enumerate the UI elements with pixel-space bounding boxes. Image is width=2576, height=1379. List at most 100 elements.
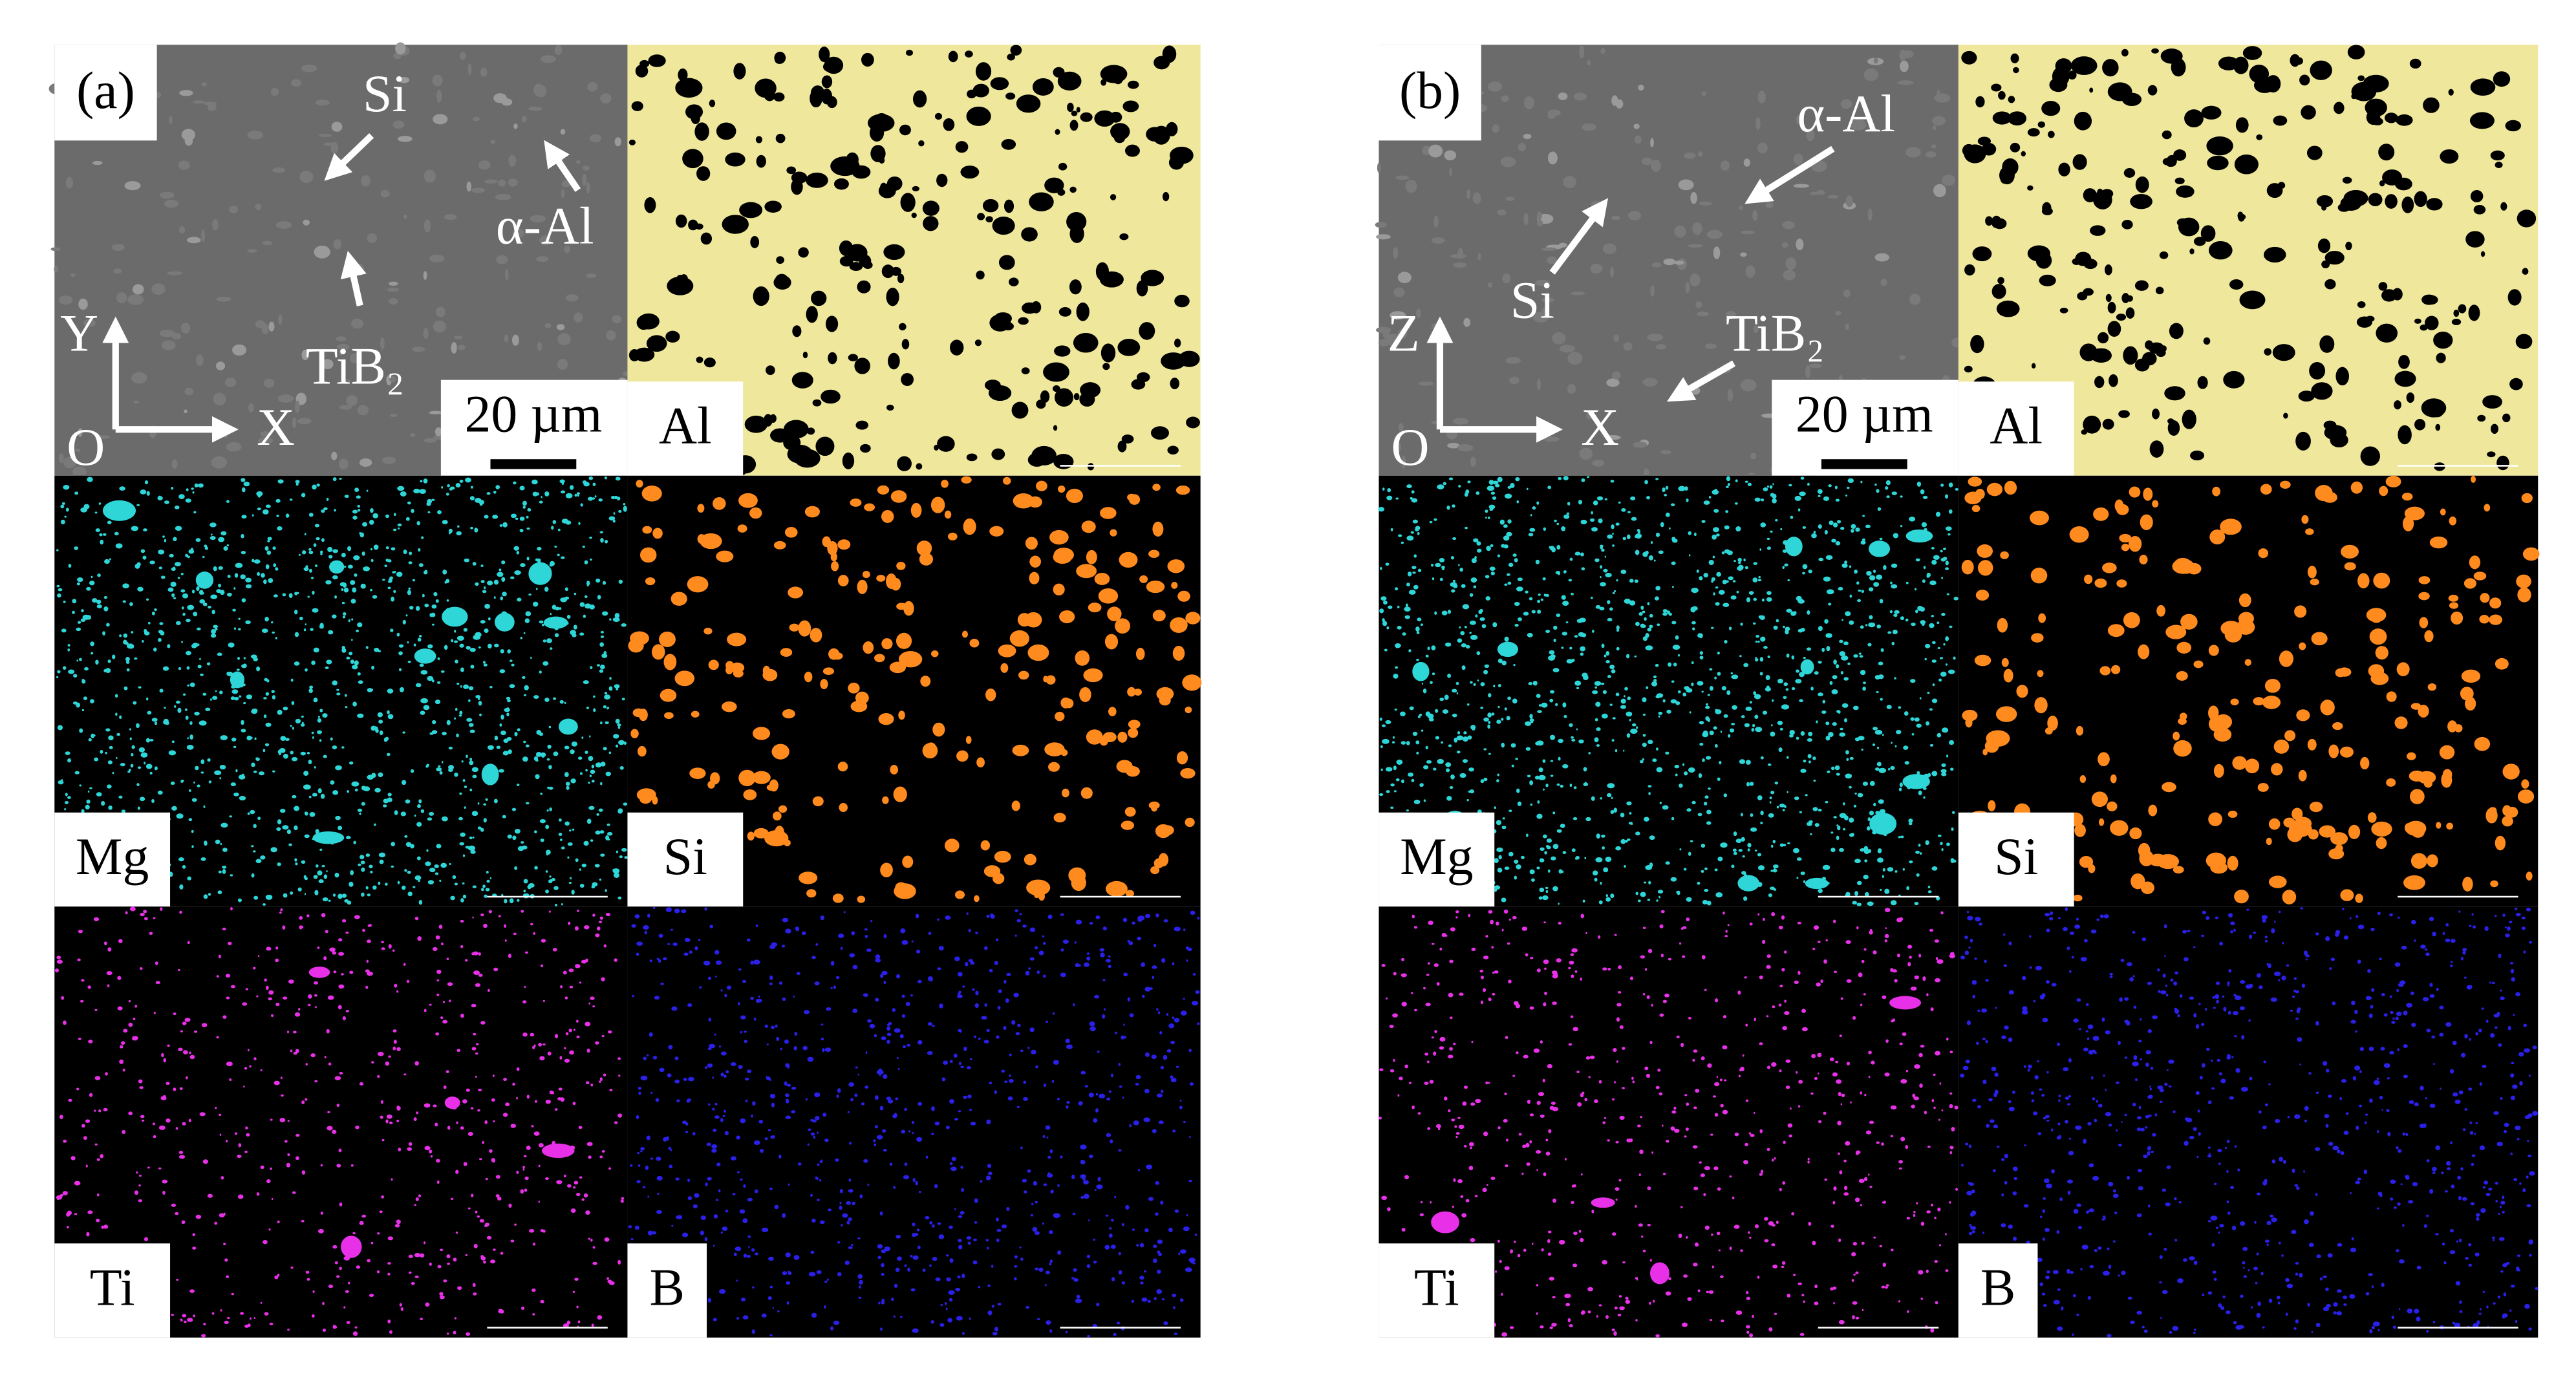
map-dot <box>708 1043 716 1049</box>
map-dot <box>1671 561 1676 566</box>
map-dot <box>894 1028 901 1033</box>
map-dot <box>583 614 586 618</box>
map-dot <box>473 1292 477 1296</box>
map-dot <box>592 1246 596 1249</box>
map-dot <box>268 997 272 1001</box>
map-dot <box>1417 531 1420 535</box>
map-dot <box>521 1307 525 1310</box>
map-dot <box>162 666 169 671</box>
map-dot <box>408 1142 413 1146</box>
map-dot <box>1836 710 1840 713</box>
map-dot <box>1055 129 1060 135</box>
map-dot <box>744 1040 747 1043</box>
map-dot <box>623 802 628 806</box>
map-dot <box>839 1189 843 1193</box>
map-dot <box>158 1125 166 1130</box>
map-dot <box>925 1155 928 1159</box>
map-dot <box>243 1085 245 1088</box>
map-dot <box>318 879 324 884</box>
map-dot <box>195 538 201 542</box>
map-dot <box>1816 720 1818 723</box>
map-dot <box>583 1193 588 1198</box>
sem-speck <box>229 206 239 213</box>
map-dot <box>1604 555 1607 558</box>
map-dot <box>739 202 763 219</box>
map-dot <box>304 533 306 536</box>
map-dot <box>1011 800 1020 811</box>
map-dot <box>960 1211 965 1215</box>
map-dot <box>1767 655 1770 659</box>
map-dot <box>861 52 874 67</box>
map-dot <box>171 806 177 811</box>
map-dot <box>751 1329 755 1334</box>
map-dot <box>848 1217 852 1221</box>
sem-speck <box>1587 60 1591 66</box>
map-dot <box>413 886 416 888</box>
map-dot <box>332 575 338 580</box>
map-dot <box>414 814 416 817</box>
map-dot <box>590 1238 593 1242</box>
sem-speck <box>600 93 612 104</box>
map-dot <box>350 600 355 603</box>
map-dot <box>493 491 497 494</box>
map-dot <box>542 1043 546 1046</box>
map-dot <box>523 694 527 696</box>
map-dot <box>144 917 148 921</box>
sem-speck <box>1704 343 1717 349</box>
map-dot <box>174 562 181 567</box>
map-dot <box>2357 75 2365 81</box>
map-dot <box>147 711 152 715</box>
map-dot <box>175 1212 179 1215</box>
map-dot <box>1005 92 1016 100</box>
map-dot <box>564 1047 566 1050</box>
map-dot <box>758 1120 764 1124</box>
map-dot <box>595 933 600 937</box>
map-dot <box>189 734 193 740</box>
axis-label: O <box>67 418 105 476</box>
map-dot <box>1916 771 1920 775</box>
map-dot <box>378 852 386 858</box>
sem-speck <box>159 330 175 337</box>
map-dot <box>1071 1277 1075 1279</box>
map-dot <box>615 744 618 748</box>
map-dot <box>311 1314 315 1318</box>
map-dot <box>1849 594 1852 598</box>
map-dot <box>2200 225 2216 242</box>
map-dot <box>675 78 703 98</box>
map-dot <box>803 1010 810 1014</box>
sem-speck <box>424 219 431 233</box>
sem-speck <box>1651 262 1662 268</box>
map-dot <box>493 579 499 585</box>
map-dot <box>1841 563 1848 568</box>
map-dot <box>198 483 204 488</box>
map-dot <box>916 540 932 556</box>
map-dot <box>708 976 711 980</box>
map-dot <box>1439 577 1443 581</box>
sem-speck <box>295 400 300 413</box>
sem-speck <box>490 140 496 144</box>
map-dot <box>1618 501 1621 504</box>
map-dot <box>864 503 875 511</box>
map-dot <box>375 729 379 733</box>
map-dot <box>166 1082 170 1085</box>
map-dot <box>875 958 881 963</box>
map-dot <box>451 639 454 643</box>
map-dot <box>2027 128 2040 137</box>
map-dot <box>2203 337 2211 345</box>
map-dot <box>475 582 479 586</box>
map-dot <box>866 948 872 952</box>
map-dot <box>2509 378 2523 390</box>
map-dot <box>585 1210 590 1215</box>
map-dot <box>2345 241 2352 251</box>
map-dot <box>507 699 511 703</box>
map-dot <box>1877 848 1882 853</box>
sem-speck <box>321 359 334 370</box>
map-dot <box>97 573 101 577</box>
sem-speck <box>1398 423 1404 431</box>
map-dot <box>1029 555 1042 568</box>
sem-speck <box>388 298 398 305</box>
sem-speck <box>1941 174 1956 186</box>
map-dot <box>843 911 846 914</box>
map-dot <box>761 1313 767 1318</box>
sem-speck <box>1590 263 1603 274</box>
